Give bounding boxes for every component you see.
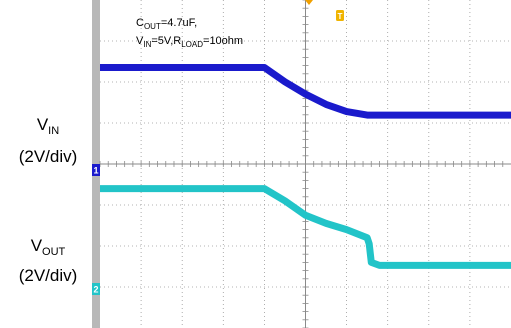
vout-label: VOUT xyxy=(31,236,66,258)
plot-area: 12 xyxy=(92,0,511,328)
channel-1-ground-marker: 1 xyxy=(92,164,100,176)
vout-scale-label: (2V/div) xyxy=(19,266,78,285)
ground-marker-label: 2 xyxy=(93,285,98,295)
ground-marker-box xyxy=(92,283,100,295)
trace-vin xyxy=(100,64,511,119)
channel-markers: 12 xyxy=(92,164,100,295)
vin-scale-label: (2V/div) xyxy=(19,147,78,166)
trigger-marker-text: T xyxy=(338,12,343,21)
trigger-marker: T xyxy=(336,10,344,21)
ground-marker-label: 1 xyxy=(93,166,98,176)
trace-vout xyxy=(100,185,511,269)
graticule xyxy=(99,0,511,328)
cout-annotation: COUT=4.7uF, xyxy=(136,17,197,31)
trigger-position-arrow xyxy=(305,0,313,5)
trigger-marker-box xyxy=(336,10,344,21)
ground-marker-box xyxy=(92,164,100,176)
vin-label: VIN xyxy=(37,115,59,137)
channel-2-ground-marker: 2 xyxy=(92,283,100,295)
traces xyxy=(100,64,511,269)
vin-rload-annotation: VIN=5V,RLOAD=10ohm xyxy=(136,35,243,49)
